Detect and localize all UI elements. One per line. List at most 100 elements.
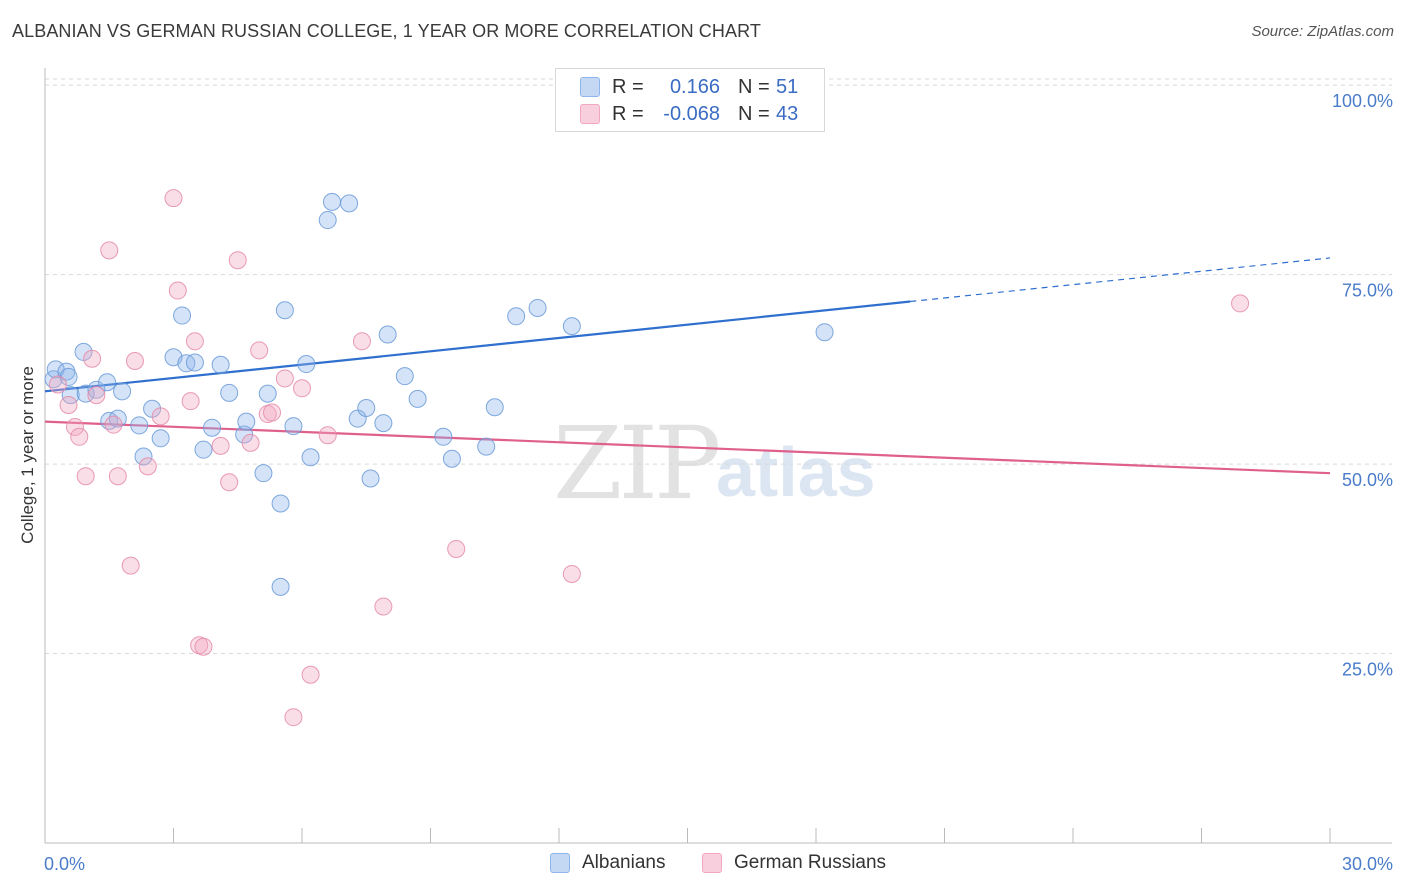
albanians-legend-swatch (550, 853, 570, 873)
german-russian-point (104, 415, 123, 434)
legend-item-german-russians[interactable]: German Russians (702, 852, 886, 874)
axes (44, 68, 1392, 844)
german-russian-point (318, 426, 337, 445)
german-russian-point (220, 473, 239, 492)
data-points (44, 189, 1250, 727)
german-russians-n-value: 43 (776, 102, 799, 125)
y-tick-label: 50.0% (1342, 470, 1393, 490)
source-credit: Source: ZipAtlas.com (1251, 23, 1394, 40)
trend-lines (44, 257, 1331, 475)
albanian-point (275, 301, 294, 320)
albanian-point (203, 418, 222, 437)
german-russian-point (211, 436, 230, 455)
albanian-point (237, 412, 256, 431)
german-russian-point (125, 352, 144, 371)
albanian-point (254, 464, 273, 483)
watermark-zip: ZIP (553, 405, 721, 522)
stats-legend: R = 0.166 N = 51 R = -0.068 N = 43 (555, 68, 825, 132)
german-russian-point (263, 403, 282, 422)
albanian-point (374, 414, 393, 433)
german-russian-point (59, 395, 78, 414)
german-russian-point (374, 597, 393, 616)
albanian-point (528, 298, 547, 317)
albanian-point (322, 192, 341, 211)
german-russian-point (241, 433, 260, 452)
y-tick-label: 100.0% (1332, 91, 1393, 111)
german-russians-legend-swatch (702, 853, 722, 873)
albanian-point (395, 367, 414, 386)
albanian-point (258, 384, 277, 403)
albanian-point (113, 382, 132, 401)
albanian-point (442, 449, 461, 468)
albanian-point (130, 416, 149, 435)
german-russian-point (275, 369, 294, 388)
german-russian-point (352, 332, 371, 351)
albanian-point (562, 317, 581, 336)
albanian-point (220, 383, 239, 402)
german-russian-point (228, 251, 247, 270)
albanian-point (477, 437, 496, 456)
albanians-trend-line (44, 300, 911, 393)
n-label: N = (738, 75, 770, 98)
albanian-point (408, 389, 427, 408)
x-tick-label-max: 30.0% (1342, 854, 1393, 874)
albanian-point (173, 306, 192, 325)
r-label: R = (612, 75, 644, 98)
albanian-point (271, 494, 290, 513)
tick-labels: 25.0% 50.0% 75.0% 100.0% 0.0% 30.0% (44, 91, 1393, 874)
legend-row-albanians: R = 0.166 N = 51 (580, 74, 798, 100)
albanian-point (194, 440, 213, 459)
albanian-point (318, 211, 337, 230)
german-russian-point (181, 392, 200, 411)
german-russian-point (121, 556, 140, 575)
legend-row-german-russians: R = -0.068 N = 43 (580, 101, 798, 127)
albanians-r-value: 0.166 (669, 75, 720, 98)
albanians-swatch (580, 77, 600, 97)
albanian-point (357, 398, 376, 417)
german-russian-point (168, 281, 187, 300)
german-russian-point (138, 457, 157, 476)
german-russian-point (185, 332, 204, 351)
chart-title: ALBANIAN VS GERMAN RUSSIAN COLLEGE, 1 YE… (12, 21, 761, 41)
albanian-point (98, 373, 117, 392)
german-russian-point (83, 349, 102, 368)
albanian-point (507, 307, 526, 326)
n-label: N = (738, 102, 770, 125)
german-russian-point (48, 375, 67, 394)
albanian-point (378, 325, 397, 344)
german-russians-legend-label: German Russians (734, 852, 887, 873)
legend-item-albanians[interactable]: Albanians (550, 852, 665, 874)
german-russians-swatch (580, 104, 600, 124)
albanian-point (185, 353, 204, 372)
german-russian-point (447, 539, 466, 558)
albanian-point (59, 367, 78, 386)
albanian-point (271, 577, 290, 596)
albanian-point (815, 323, 834, 342)
german-russian-point (194, 637, 213, 656)
albanians-n-value: 51 (776, 75, 799, 98)
german-russian-point (250, 341, 269, 360)
x-tick-label-min: 0.0% (44, 854, 85, 874)
r-label: R = (612, 102, 644, 125)
german-russian-point (76, 467, 95, 486)
albanian-point (284, 417, 303, 436)
y-tick-label: 75.0% (1342, 281, 1393, 301)
albanian-point (340, 194, 359, 213)
albanians-legend-label: Albanians (582, 852, 666, 873)
albanian-point (485, 398, 504, 417)
german-russian-point (100, 241, 119, 260)
german-russian-point (562, 564, 581, 583)
german-russian-point (301, 665, 320, 684)
german-russian-point (65, 417, 84, 436)
albanian-point (87, 380, 106, 399)
watermark-atlas: atlas (716, 433, 876, 511)
albanian-point (151, 429, 170, 448)
german-russian-point (70, 427, 89, 446)
german-russians-trend-line (44, 420, 1331, 475)
albanian-point (361, 469, 380, 488)
y-tick-label: 25.0% (1342, 660, 1393, 680)
german-russians-r-value: -0.068 (663, 102, 720, 125)
german-russian-point (1231, 294, 1250, 313)
german-russian-point (87, 386, 106, 405)
